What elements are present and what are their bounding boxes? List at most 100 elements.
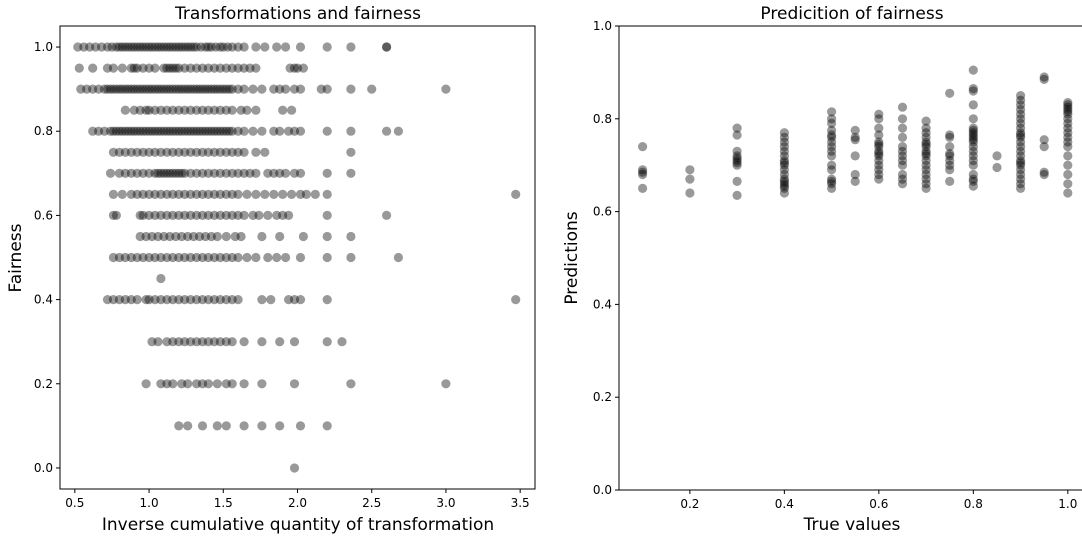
data-point <box>227 252 237 263</box>
data-point <box>284 126 294 136</box>
data-point <box>281 252 291 263</box>
y-tick-label: 0.0 <box>34 461 53 475</box>
data-point <box>141 105 151 115</box>
data-point <box>1063 118 1073 128</box>
data-point <box>156 147 166 157</box>
data-point <box>132 147 142 157</box>
data-point <box>1063 114 1073 124</box>
data-point <box>192 379 202 389</box>
data-point <box>150 126 160 136</box>
data-point <box>968 125 978 135</box>
data-point <box>227 126 237 136</box>
data-point <box>254 210 264 220</box>
data-point <box>382 42 392 52</box>
data-point <box>153 126 163 136</box>
data-point <box>174 252 184 263</box>
data-point <box>168 337 178 347</box>
data-point <box>295 84 306 94</box>
data-point <box>183 84 193 94</box>
data-point <box>242 252 252 263</box>
data-point <box>779 160 790 170</box>
data-point <box>1063 128 1073 138</box>
data-point <box>165 63 175 73</box>
data-point <box>968 181 978 191</box>
data-point <box>874 146 884 156</box>
data-point <box>227 189 237 199</box>
data-point <box>192 189 202 199</box>
data-point <box>897 114 908 124</box>
data-point <box>1063 123 1073 133</box>
data-point <box>221 63 231 73</box>
data-point <box>150 105 160 115</box>
data-point <box>180 84 190 94</box>
y-tick-label: 0.0 <box>593 483 612 497</box>
data-point <box>1016 132 1026 142</box>
data-point <box>827 125 837 135</box>
data-point <box>120 126 130 136</box>
data-point <box>200 84 211 94</box>
data-point <box>1016 146 1026 156</box>
data-point <box>921 169 931 180</box>
data-point <box>171 168 181 178</box>
data-point <box>183 42 193 52</box>
data-point <box>203 84 213 94</box>
data-point <box>874 109 884 119</box>
data-point <box>147 126 157 136</box>
data-point <box>638 183 648 193</box>
data-point <box>1016 183 1026 193</box>
y-tick-label: 0.2 <box>34 377 53 391</box>
data-point <box>105 168 116 178</box>
data-point <box>251 189 261 199</box>
data-point <box>233 210 243 220</box>
data-point <box>156 210 166 220</box>
data-point <box>322 231 332 242</box>
data-point <box>779 179 790 189</box>
data-point <box>138 42 148 52</box>
data-point <box>239 147 249 157</box>
data-point <box>337 337 347 347</box>
data-point <box>117 189 127 199</box>
data-point <box>850 151 860 161</box>
data-point <box>289 295 300 305</box>
data-point <box>301 189 311 199</box>
data-point <box>732 158 742 168</box>
data-point <box>233 63 243 73</box>
data-point <box>91 42 101 52</box>
data-point <box>227 337 237 347</box>
data-point <box>257 379 267 389</box>
x-tick-label: 0.4 <box>775 497 794 511</box>
data-point <box>117 63 127 73</box>
data-point <box>135 105 145 115</box>
data-point <box>114 168 124 178</box>
data-point <box>200 42 211 52</box>
data-point <box>295 189 306 199</box>
data-point <box>968 84 978 94</box>
data-point <box>120 252 130 263</box>
data-point <box>197 126 208 136</box>
data-point <box>1016 169 1026 180</box>
data-point <box>281 84 291 94</box>
data-point <box>275 84 285 94</box>
data-point <box>197 105 208 115</box>
data-point <box>221 295 231 305</box>
data-point <box>295 42 306 52</box>
data-point <box>76 84 86 94</box>
data-point <box>153 337 163 347</box>
data-point <box>732 130 742 140</box>
data-point <box>1039 142 1049 152</box>
data-point <box>108 126 118 136</box>
data-point <box>874 142 884 152</box>
data-point <box>186 168 196 178</box>
data-point <box>150 42 160 52</box>
data-point <box>275 126 285 136</box>
data-point <box>180 210 190 220</box>
data-point <box>183 126 193 136</box>
data-point <box>150 84 160 94</box>
data-point <box>921 132 931 142</box>
data-point <box>147 84 157 94</box>
data-point <box>159 42 169 52</box>
data-point <box>921 156 931 166</box>
data-point <box>215 295 225 305</box>
x-tick-label: 0.5 <box>65 496 84 510</box>
data-point <box>141 379 151 389</box>
